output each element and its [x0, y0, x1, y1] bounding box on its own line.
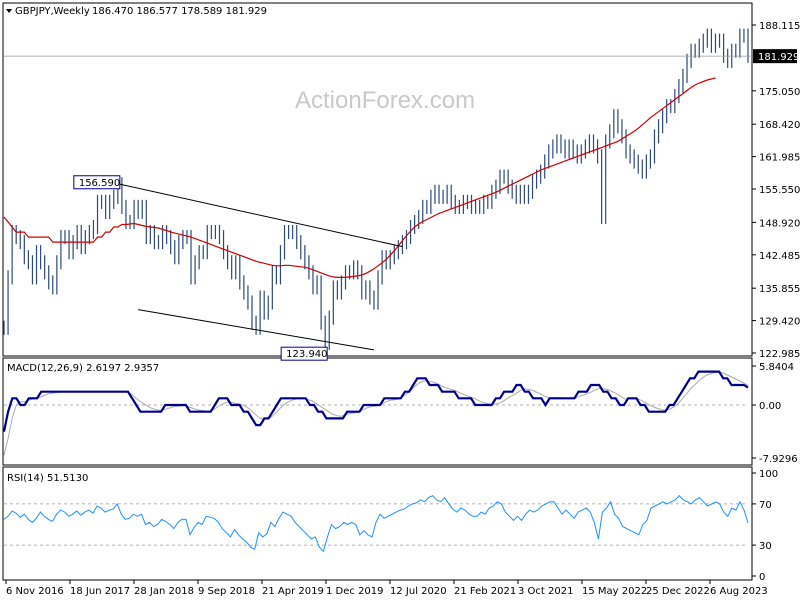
time-tick-label: 18 Jun 2017 — [70, 586, 130, 597]
time-tick-label: 28 Jan 2018 — [134, 586, 194, 597]
time-axis: 6 Nov 2016 18 Jun 2017 28 Jan 2018 9 Sep 20… — [5, 580, 768, 597]
time-tick-label: 12 Jul 2020 — [390, 586, 447, 597]
trendline — [117, 183, 403, 248]
time-tick-label: 6 Aug 2023 — [710, 586, 768, 597]
price-y-tick-label: 155.550 — [759, 185, 800, 196]
current-price-label: 181.929 — [758, 52, 799, 63]
macd-y-tick-label: -7.9296 — [759, 454, 798, 465]
time-tick-label: 21 Apr 2019 — [262, 586, 324, 597]
dropdown-triangle-icon[interactable] — [6, 9, 12, 13]
annotation-box — [280, 346, 328, 361]
ohlc-values: 186.470 186.577 178.589 181.929 — [92, 6, 267, 17]
trendline — [138, 309, 375, 351]
rsi-line — [3, 494, 749, 553]
moving-average-line — [3, 77, 716, 278]
rsi-y-tick-label: 100 — [759, 469, 778, 480]
macd-panel-frame — [2, 357, 753, 466]
annotation-label: 123.940 — [286, 349, 327, 360]
rsi-y-tick-label: 0 — [759, 572, 765, 583]
annotation-box — [73, 175, 121, 190]
rsi-panel: 100 70 30 0 — [3, 469, 778, 583]
annotation-label: 156.590 — [79, 178, 120, 189]
macd-y-tick-label: 0.00 — [759, 401, 781, 412]
time-tick-label: 25 Dec 2022 — [646, 586, 710, 597]
rsi-y-tick-label: 70 — [759, 500, 772, 511]
price-y-tick-label: 161.985 — [759, 153, 800, 164]
rsi-panel-frame — [2, 466, 753, 581]
price-y-tick-label: 142.485 — [759, 251, 800, 262]
price-y-tick-label: 168.420 — [759, 120, 800, 131]
time-tick-label: 21 Feb 2021 — [454, 586, 516, 597]
rsi-y-tick-label: 30 — [759, 541, 772, 552]
time-tick-label: 3 Oct 2021 — [518, 586, 573, 597]
price-y-tick-label: 122.985 — [759, 349, 800, 360]
time-tick-label: 15 May 2022 — [582, 586, 647, 597]
price-y-tick-label: 188.115 — [759, 21, 800, 32]
macd-panel: 5.8404 0.00 -7.9296 — [2, 362, 798, 465]
macd-panel-title: MACD(12,26,9) 2.6197 2.9357 — [7, 363, 159, 374]
time-tick-label: 6 Nov 2016 — [6, 586, 64, 597]
rsi-panel-title: RSI(14) 51.5130 — [7, 473, 88, 484]
time-tick-label: 1 Dec 2019 — [326, 586, 384, 597]
price-y-tick-label: 175.050 — [759, 87, 800, 98]
price-panel-title: GBPJPY,Weekly — [15, 6, 90, 17]
macd-line — [2, 370, 749, 432]
price-y-tick-label: 135.855 — [759, 284, 800, 295]
time-tick-label: 9 Sep 2018 — [198, 586, 255, 597]
current-price-badge — [753, 49, 797, 64]
price-y-tick-label: 148.920 — [759, 218, 800, 229]
price-y-tick-label: 129.420 — [759, 317, 800, 328]
macd-y-tick-label: 5.8404 — [759, 362, 794, 373]
price-panel: 156.590 123.940 188.115 181.929 175.050 168.4… — [3, 21, 800, 361]
watermark: ActionForex.com — [295, 87, 475, 114]
